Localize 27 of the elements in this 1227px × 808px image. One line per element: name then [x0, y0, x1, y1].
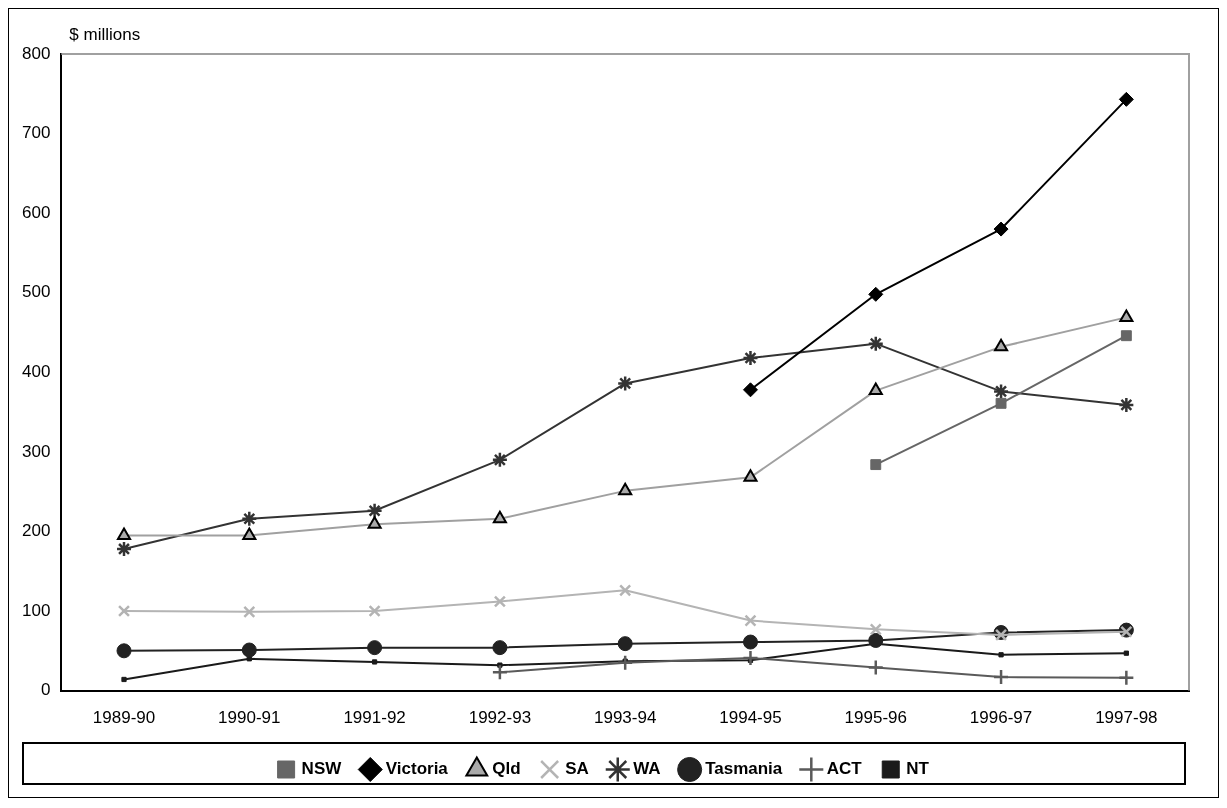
legend-label: Qld	[492, 759, 521, 779]
legend-label: SA	[565, 759, 589, 779]
legend-label: ACT	[826, 759, 863, 779]
legend-label: Tasmania	[705, 759, 783, 779]
x-tick-label: 1992-93	[468, 708, 532, 728]
y-tick-label: 200	[21, 521, 51, 541]
y-tick-label: 400	[21, 361, 51, 381]
y-tick-label: 700	[21, 123, 51, 143]
legend-label: WA	[633, 759, 661, 779]
y-tick-label: 800	[21, 43, 51, 63]
x-tick-label: 1996-97	[969, 708, 1033, 728]
legend-label: Victoria	[385, 759, 449, 779]
x-tick-label: 1994-95	[719, 708, 782, 728]
y-tick-label: 600	[21, 202, 51, 222]
x-tick-label: 1991-92	[343, 708, 406, 728]
x-tick-label: 1997-98	[1095, 708, 1158, 728]
x-tick-label: 1990-91	[218, 708, 281, 728]
x-tick-label: 1995-96	[844, 708, 907, 728]
y-axis-title: $ millions	[69, 25, 141, 45]
x-tick-label: 1989-90	[92, 708, 156, 728]
legend-label: NSW	[301, 759, 343, 779]
legend-label: NT	[906, 759, 930, 779]
y-tick-label: 300	[21, 441, 51, 461]
y-tick-label: 100	[21, 600, 51, 620]
y-tick-label: 500	[21, 282, 51, 302]
x-tick-label: 1993-94	[593, 708, 657, 728]
y-tick-label: 0	[40, 680, 51, 700]
